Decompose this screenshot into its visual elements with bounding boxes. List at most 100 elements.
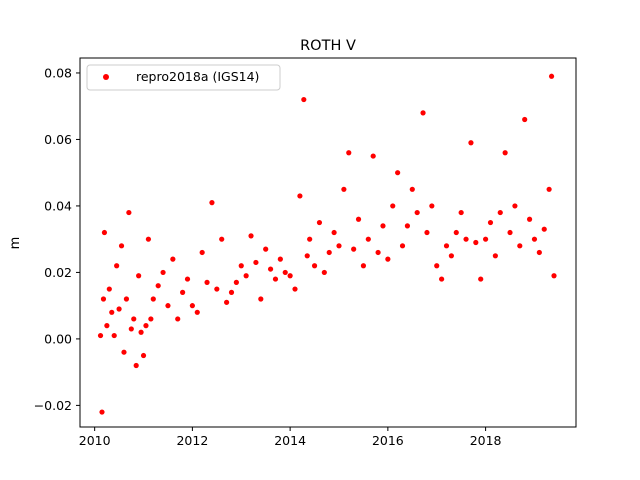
data-point [414, 209, 420, 216]
data-point [138, 329, 144, 335]
data-point [360, 263, 367, 269]
data-point [478, 276, 484, 282]
data-point [531, 236, 538, 242]
data-point [121, 349, 127, 355]
data-point [160, 269, 166, 276]
data-point [272, 276, 279, 282]
data-point [404, 223, 411, 229]
data-point [468, 140, 474, 146]
data-point [111, 332, 117, 339]
data-point [228, 289, 235, 295]
data-point [133, 362, 139, 369]
points-layer [97, 73, 557, 415]
y-axis: −0.02 0.00 0.02 0.04 0.06 0.08 [34, 65, 80, 413]
data-point [243, 273, 249, 279]
data-point [155, 283, 161, 289]
data-point [307, 236, 313, 242]
x-tick-label: 2014 [274, 433, 306, 448]
data-point [453, 229, 459, 236]
x-tick-label: 2012 [176, 433, 208, 448]
data-point [233, 279, 239, 285]
data-point [297, 193, 303, 199]
data-point [458, 209, 464, 216]
data-point [541, 226, 547, 232]
data-point [282, 269, 288, 276]
data-point [184, 276, 191, 282]
data-point [131, 316, 137, 322]
data-point [145, 236, 152, 242]
x-tick-label: 2018 [470, 433, 502, 448]
data-point [209, 200, 215, 206]
data-point [106, 286, 112, 292]
x-axis: 2010 2012 2014 2016 2018 [79, 427, 502, 448]
data-point [409, 186, 415, 192]
data-point [238, 263, 244, 269]
data-point [214, 286, 220, 292]
data-point [116, 306, 122, 312]
data-point [351, 246, 357, 252]
legend-box [86, 64, 281, 91]
data-point [263, 246, 269, 252]
chart-title: ROTH V [300, 38, 356, 54]
data-point [180, 289, 186, 295]
data-point [136, 273, 142, 279]
data-point [150, 296, 156, 302]
data-point [424, 229, 430, 236]
data-point [439, 276, 445, 282]
data-point [380, 223, 386, 229]
data-point [502, 150, 508, 156]
data-point [109, 309, 115, 315]
data-point [126, 209, 132, 216]
data-point [224, 299, 230, 305]
data-point [522, 116, 528, 123]
legend: repro2018a (IGS14) [86, 64, 281, 91]
data-point [420, 110, 426, 116]
data-point [385, 256, 391, 262]
x-tick-label: 2010 [79, 433, 111, 448]
data-point [99, 409, 105, 415]
y-tick-label: 0.08 [44, 65, 72, 80]
data-point [326, 249, 332, 256]
y-tick-label: 0.06 [44, 132, 72, 147]
data-point [536, 249, 542, 256]
data-point [463, 236, 469, 242]
data-point [336, 243, 342, 249]
data-point [487, 219, 494, 226]
data-point [473, 239, 479, 246]
plot-frame [79, 57, 577, 428]
y-tick-label: 0.02 [44, 265, 72, 280]
data-point [395, 170, 401, 176]
data-point [267, 266, 274, 272]
data-point [497, 209, 503, 216]
data-point [194, 309, 200, 315]
data-point [258, 296, 264, 302]
data-point [128, 326, 134, 332]
data-point [548, 73, 555, 79]
data-point [375, 249, 381, 256]
data-point [248, 233, 254, 239]
data-point [370, 153, 376, 159]
data-point [204, 279, 210, 285]
data-point [365, 236, 371, 242]
data-point [346, 150, 352, 156]
data-point [429, 203, 435, 209]
data-point [170, 256, 176, 262]
data-point [301, 96, 307, 103]
data-point [123, 296, 130, 302]
data-point [114, 263, 120, 269]
data-point [292, 286, 298, 292]
y-tick-label: 0.00 [44, 331, 72, 346]
data-point [483, 236, 489, 242]
data-point [551, 273, 557, 279]
data-point [355, 216, 362, 222]
data-point [100, 296, 107, 302]
data-point [219, 236, 225, 242]
data-point [287, 273, 293, 279]
legend-marker [103, 74, 109, 80]
y-tick-label: 0.04 [44, 198, 72, 213]
y-tick-label: −0.02 [34, 398, 72, 413]
data-point [341, 186, 347, 192]
data-point [526, 216, 533, 222]
data-point [316, 219, 323, 226]
